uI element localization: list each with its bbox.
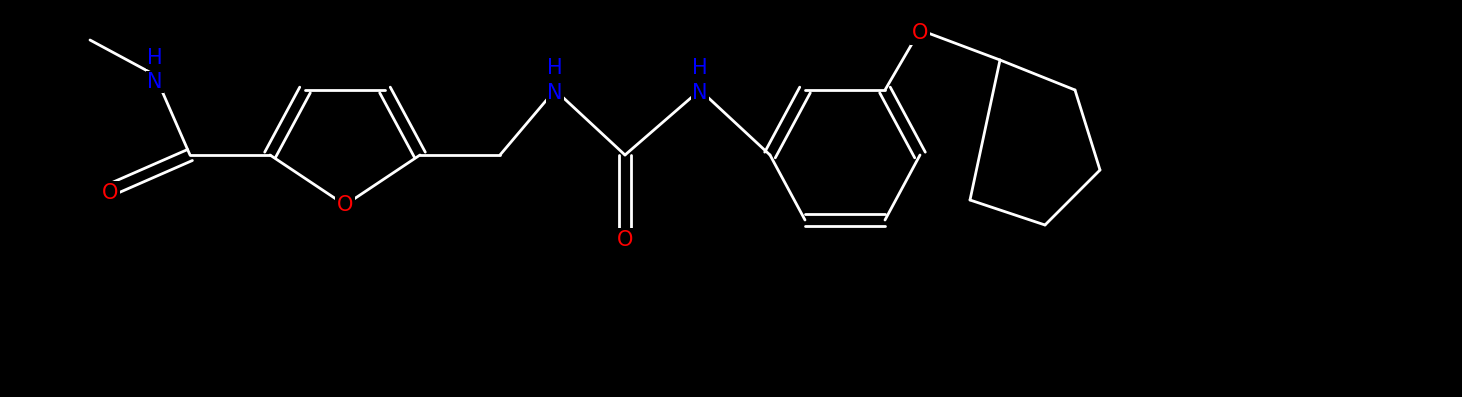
Text: N: N	[547, 83, 563, 103]
Text: H: H	[148, 48, 162, 68]
Text: N: N	[692, 83, 708, 103]
Text: O: O	[102, 183, 118, 203]
Text: H: H	[692, 58, 708, 78]
Text: O: O	[617, 230, 633, 250]
Text: O: O	[912, 23, 928, 43]
Text: O: O	[336, 195, 354, 215]
Text: N: N	[148, 72, 162, 92]
Text: H: H	[547, 58, 563, 78]
